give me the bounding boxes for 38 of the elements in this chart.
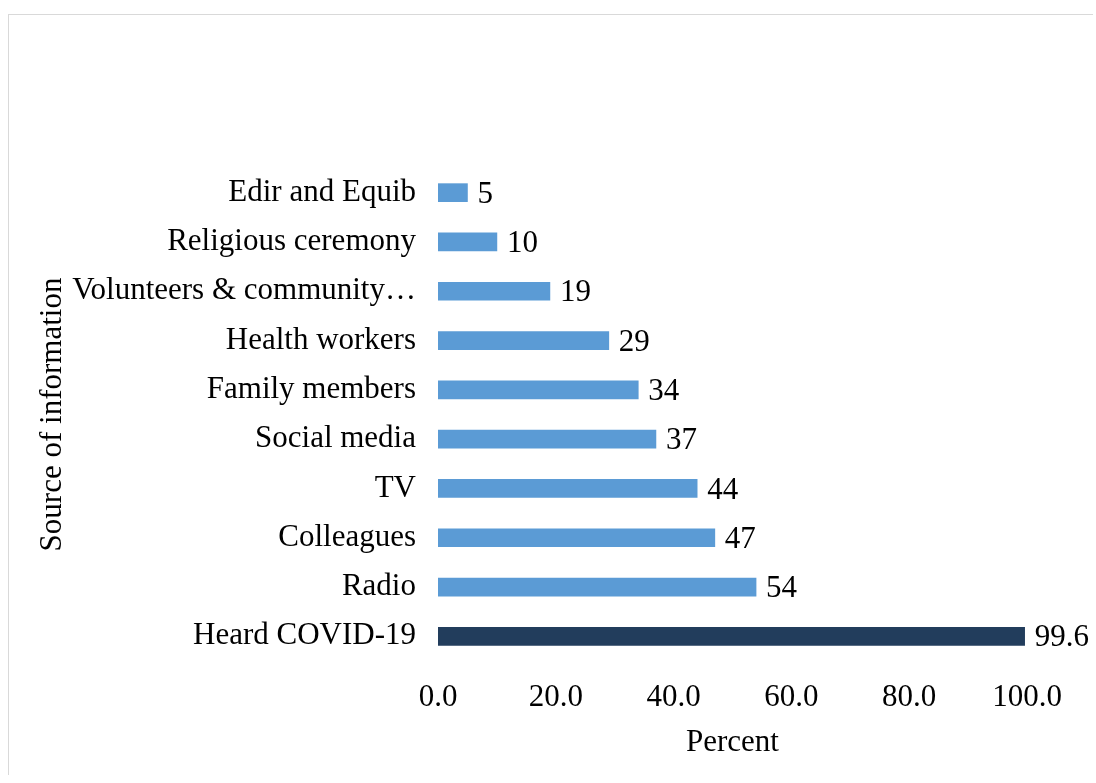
data-label: 99.6 <box>1034 618 1089 654</box>
data-label: 44 <box>707 470 739 506</box>
data-label: 47 <box>724 519 756 555</box>
bar <box>438 183 468 202</box>
x-tick-label: 60.0 <box>764 677 819 713</box>
data-label: 10 <box>506 224 538 260</box>
bar <box>438 528 716 548</box>
y-tick-label: Edir and Equib <box>228 172 416 208</box>
y-tick-label: Radio <box>341 567 416 603</box>
x-axis-title: Percent <box>686 722 780 758</box>
data-label: 19 <box>559 273 591 309</box>
bar <box>438 232 498 252</box>
bar <box>438 627 1025 646</box>
x-tick-label: 0.0 <box>418 677 458 713</box>
bar <box>438 380 639 400</box>
bar <box>438 577 757 597</box>
y-tick-label: Volunteers & community… <box>72 271 416 307</box>
x-tick-label: 80.0 <box>882 677 937 713</box>
data-label: 37 <box>665 421 697 457</box>
data-label: 54 <box>766 569 798 605</box>
bar <box>438 331 610 350</box>
x-tick-label: 100.0 <box>992 677 1062 713</box>
y-tick-label: Family members <box>206 369 416 405</box>
data-label: 5 <box>477 174 493 210</box>
y-tick-label: Social media <box>255 419 417 455</box>
x-tick-label: 20.0 <box>528 677 583 713</box>
y-tick-label: Religious ceremony <box>167 222 417 258</box>
y-tick-label: Colleagues <box>278 517 416 553</box>
data-label: 29 <box>618 322 650 358</box>
y-axis-title: Source of information <box>32 277 68 552</box>
bar <box>438 281 551 301</box>
bar <box>438 429 657 449</box>
y-tick-label: TV <box>374 468 417 504</box>
bar <box>438 479 698 498</box>
y-tick-label: Heard COVID-19 <box>193 616 416 652</box>
data-label: 34 <box>648 371 680 407</box>
x-tick-label: 40.0 <box>646 677 701 713</box>
y-tick-label: Health workers <box>225 320 416 356</box>
